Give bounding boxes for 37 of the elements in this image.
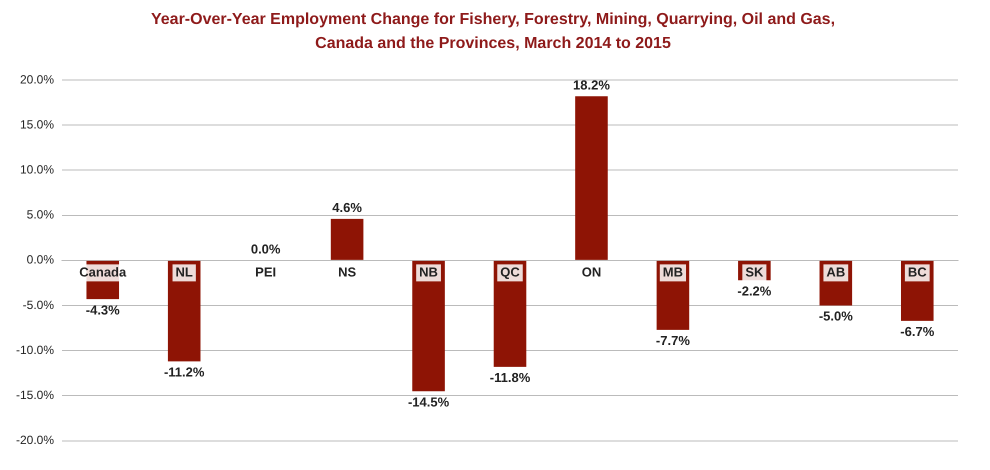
x-tick-label: PEI	[255, 264, 276, 280]
data-label: -4.3%	[86, 302, 120, 318]
y-tick-label: 5.0%	[26, 208, 54, 222]
data-label: -7.7%	[656, 332, 690, 348]
bar	[168, 260, 200, 362]
x-tick-label: NB	[419, 264, 438, 280]
y-tick-label: -20.0%	[16, 433, 54, 448]
x-tick-label: SK	[745, 264, 764, 280]
data-label: -14.5%	[408, 394, 450, 410]
y-tick-label: -5.0%	[22, 298, 54, 312]
x-tick-label: NS	[338, 264, 356, 280]
bar	[330, 218, 364, 260]
bar	[494, 260, 526, 367]
data-label: 18.2%	[573, 77, 610, 92]
x-tick-label: AB	[826, 264, 846, 280]
bar	[412, 260, 445, 392]
y-tick-label: -10.0%	[16, 342, 54, 357]
data-label: -6.7%	[900, 324, 935, 339]
x-tick-label: MB	[662, 264, 684, 280]
y-tick-label: 10.0%	[20, 162, 54, 177]
x-tick-label: BC	[908, 264, 928, 280]
x-tick-label: ON	[582, 264, 602, 280]
data-label: -11.2%	[164, 364, 205, 380]
data-label: -2.2%	[737, 283, 772, 298]
x-tick-label: Canada	[79, 264, 127, 280]
y-tick-label: 0.0%	[26, 252, 54, 267]
x-tick-label: QC	[500, 264, 520, 280]
data-label: 0.0%	[250, 241, 281, 256]
y-tick-label: 15.0%	[20, 117, 54, 132]
bar	[575, 96, 608, 260]
y-tick-label: 20.0%	[20, 72, 54, 86]
data-label: 4.6%	[332, 200, 362, 215]
data-label: -11.8%	[490, 370, 531, 385]
chart-title: Year-Over-Year Employment Change for Fishery, Forestry, Mining, Quarrying, Oil and Gas, Canada and the Provinces, March 2014 to 2015	[150, 10, 836, 54]
y-tick-label: -15.0%	[16, 388, 54, 402]
data-label: -5.0%	[818, 308, 854, 324]
x-tick-label: NL	[176, 264, 193, 280]
